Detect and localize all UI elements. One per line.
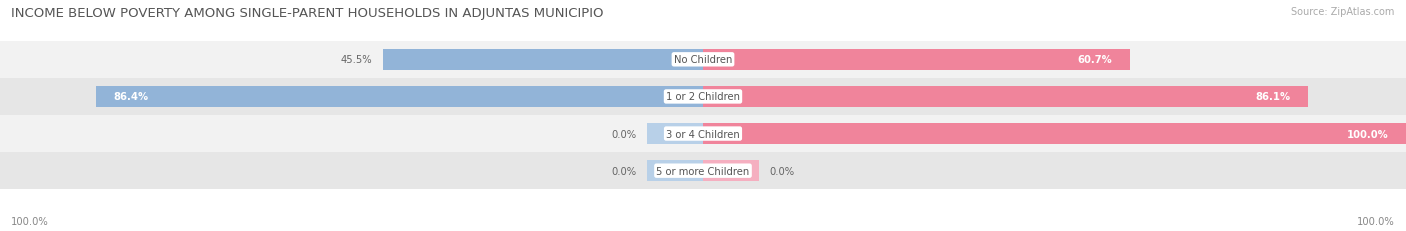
Bar — [382, 49, 703, 71]
Text: No Children: No Children — [673, 55, 733, 65]
Text: 0.0%: 0.0% — [770, 166, 794, 176]
Text: 1 or 2 Children: 1 or 2 Children — [666, 92, 740, 102]
Bar — [703, 123, 1406, 145]
Bar — [0, 79, 1406, 116]
Bar — [703, 160, 759, 182]
Text: 100.0%: 100.0% — [11, 216, 49, 226]
Bar — [0, 152, 1406, 189]
Bar — [703, 49, 1130, 71]
Text: 86.1%: 86.1% — [1256, 92, 1291, 102]
Bar — [703, 86, 1308, 108]
Bar — [647, 123, 703, 145]
Text: 100.0%: 100.0% — [1347, 129, 1389, 139]
Text: 86.4%: 86.4% — [112, 92, 148, 102]
Bar — [0, 116, 1406, 152]
Bar — [0, 42, 1406, 79]
Text: 0.0%: 0.0% — [612, 166, 637, 176]
Text: 100.0%: 100.0% — [1357, 216, 1395, 226]
Text: 3 or 4 Children: 3 or 4 Children — [666, 129, 740, 139]
Text: 60.7%: 60.7% — [1077, 55, 1112, 65]
Text: INCOME BELOW POVERTY AMONG SINGLE-PARENT HOUSEHOLDS IN ADJUNTAS MUNICIPIO: INCOME BELOW POVERTY AMONG SINGLE-PARENT… — [11, 7, 603, 20]
Text: 0.0%: 0.0% — [612, 129, 637, 139]
Text: 5 or more Children: 5 or more Children — [657, 166, 749, 176]
Text: Source: ZipAtlas.com: Source: ZipAtlas.com — [1291, 7, 1395, 17]
Text: 45.5%: 45.5% — [342, 55, 373, 65]
Bar — [96, 86, 703, 108]
Bar — [647, 160, 703, 182]
